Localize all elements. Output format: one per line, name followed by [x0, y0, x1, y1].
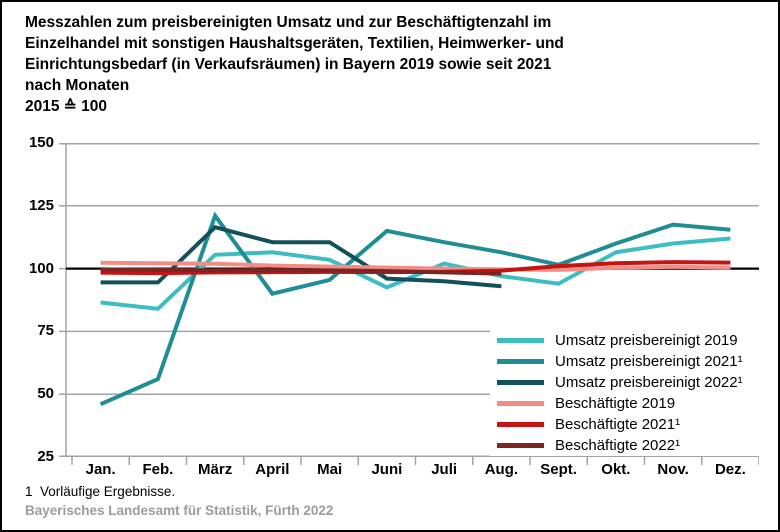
legend-label-4: Beschäftigte 2019 [555, 395, 676, 412]
x-axis-label-4: April [255, 461, 290, 478]
legend-swatch-4 [497, 401, 544, 406]
chart-svg [59, 143, 759, 465]
x-axis-label-5: Mai [317, 461, 343, 478]
legend-label-6: Beschäftigte 2022¹ [555, 437, 681, 454]
x-axis-label-11: Nov. [657, 461, 689, 478]
legend-label-1: Umsatz preisbereinigt 2019 [555, 332, 738, 349]
x-axis-label-2: Feb. [142, 461, 174, 478]
legend-label-2: Umsatz preisbereinigt 2021¹ [555, 353, 743, 370]
series-line-3 [100, 260, 731, 272]
x-axis-label-6: Juni [371, 461, 403, 478]
legend-item-2: Umsatz preisbereinigt 2021¹ [490, 351, 770, 372]
index-base-note: 2015 ≙ 100 [25, 98, 107, 115]
x-axis-label-1: Jan. [85, 461, 116, 478]
legend-label-3: Umsatz preisbereinigt 2022¹ [555, 374, 743, 391]
y-axis-label-100: 100 [28, 259, 54, 277]
title-line-1: Messzahlen zum preisbereinigten Umsatz u… [25, 14, 552, 31]
title-line-2: Einzelhandel mit sonstigen Haushaltsgerä… [25, 35, 564, 52]
y-axis-label-150: 150 [28, 134, 54, 151]
legend-swatch-2 [497, 359, 544, 364]
chart-title: Messzahlen zum preisbereinigten Umsatz u… [25, 12, 564, 117]
title-line-3: Einrichtungsbedarf (in Verkaufsräumen) i… [25, 56, 552, 73]
x-axis-label-3: März [198, 461, 233, 478]
y-axis-label-50: 50 [37, 385, 54, 403]
series-line-5 [100, 267, 502, 276]
legend-item-4: Beschäftigte 2019 [490, 393, 770, 414]
source-credit: Bayerisches Landesamt für Statistik, Für… [25, 503, 334, 518]
x-axis-label-9: Sept. [540, 461, 577, 478]
legend-swatch-1 [497, 338, 544, 343]
legend-item-1: Umsatz preisbereinigt 2019 [490, 330, 770, 351]
x-axis-label-12: Dez. [714, 461, 746, 478]
x-axis-label-7: Juli [431, 461, 458, 478]
series-line-1 [99, 211, 731, 407]
legend-swatch-3 [497, 380, 544, 385]
x-axis-label-10: Okt. [601, 461, 631, 478]
legend-swatch-5 [497, 422, 544, 427]
footnote: 1 Vorläufige Ergebnisse. [25, 484, 176, 499]
title-line-4: nach Monaten [25, 77, 130, 94]
y-axis-label-25: 25 [37, 448, 54, 465]
legend-swatch-6 [497, 443, 544, 448]
x-axis-label-8: Aug. [484, 461, 519, 478]
y-axis-label-125: 125 [28, 196, 54, 214]
chart-legend: Umsatz preisbereinigt 2019 Umsatz preisbe… [490, 327, 770, 456]
legend-item-3: Umsatz preisbereinigt 2022¹ [490, 372, 770, 393]
legend-label-5: Beschäftigte 2021¹ [555, 416, 681, 433]
y-axis-label-75: 75 [37, 322, 54, 340]
legend-item-5: Beschäftigte 2021¹ [490, 414, 770, 435]
legend-item-6: Beschäftigte 2022¹ [490, 435, 770, 456]
